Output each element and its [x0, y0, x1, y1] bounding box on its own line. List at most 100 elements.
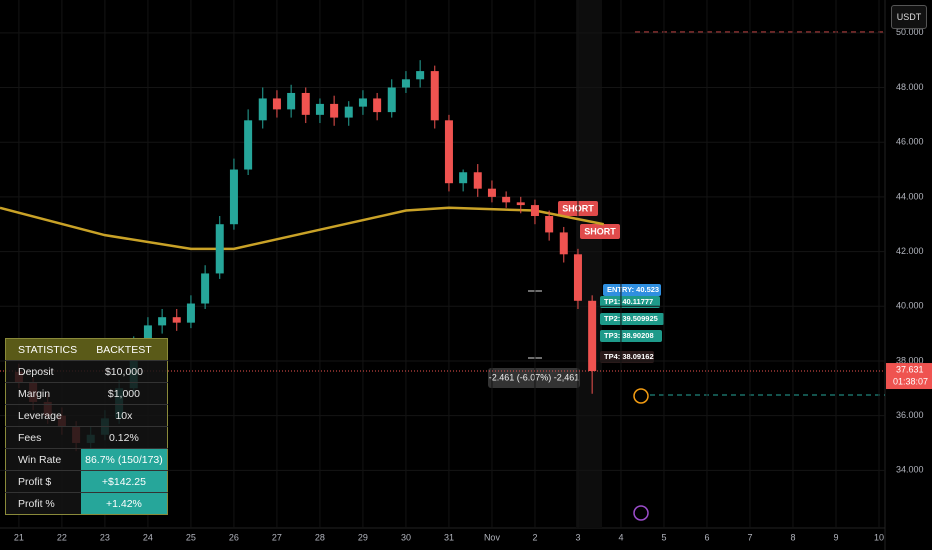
stats-value: +$142.25 — [81, 470, 168, 493]
signal-circle — [633, 388, 649, 404]
stats-key: Deposit — [5, 360, 82, 383]
candle-body — [301, 92, 310, 115]
tp-tag — [600, 313, 664, 325]
last-price-tag — [886, 363, 932, 390]
candle-body — [516, 202, 525, 206]
y-tick-label: 50.000 — [896, 27, 924, 37]
x-tick-label: 24 — [143, 532, 153, 542]
stats-key: Fees — [5, 426, 82, 449]
candle-body — [158, 317, 167, 326]
stats-value: $10,000 — [81, 360, 168, 383]
candle-body — [229, 169, 238, 225]
x-tick-label: Nov — [484, 532, 501, 542]
x-tick-label: 8 — [790, 532, 795, 542]
x-tick-label: 5 — [661, 532, 666, 542]
entry-label: ENTRY: 40.523 — [607, 285, 659, 294]
stats-table: STATISTICS BACKTEST Deposit $10,000 Margin… — [5, 338, 168, 515]
x-tick-label: 31 — [444, 532, 454, 542]
candle-body — [430, 71, 439, 121]
candle-body — [287, 92, 296, 110]
candle-body — [401, 79, 410, 88]
entry-tag — [603, 284, 661, 296]
candle-body — [487, 188, 496, 197]
stats-key: Win Rate — [5, 448, 82, 471]
candle-body — [315, 103, 324, 115]
tp-label: TP2: 39.509925 — [604, 314, 658, 323]
y-tick-label: 34.000 — [896, 465, 924, 475]
x-tick-label: 28 — [315, 532, 325, 542]
y-tick-label: 44.000 — [896, 191, 924, 201]
short-tag — [580, 224, 620, 239]
candle-body — [172, 317, 181, 323]
event-icon — [633, 505, 649, 521]
x-tick-label: 7 — [747, 532, 752, 542]
x-tick-label: 30 — [401, 532, 411, 542]
x-tick-label: 3 — [575, 532, 580, 542]
measure-label-bg — [488, 368, 580, 388]
last-price: 37.631 — [896, 364, 924, 374]
measure-label: -2.461 (-6.07%) -2,461 — [489, 372, 580, 382]
candle-body — [143, 325, 152, 345]
stats-value: $1,000 — [81, 382, 168, 405]
candle-body — [244, 120, 253, 170]
y-tick-label: 46.000 — [896, 137, 924, 147]
countdown: 01:38:07 — [893, 376, 928, 386]
moving-average — [0, 206, 605, 251]
tp-tag — [600, 351, 654, 363]
y-tick-label: 48.000 — [896, 82, 924, 92]
candle-body — [444, 120, 453, 184]
stats-key: Profit $ — [5, 470, 82, 493]
candle-body — [545, 216, 554, 233]
stats-header: STATISTICS — [5, 338, 82, 361]
x-tick-label: 9 — [833, 532, 838, 542]
stats-value: 86.7% (150/173) — [81, 448, 168, 471]
candle-body — [358, 98, 367, 107]
x-tick-label: 2 — [532, 532, 537, 542]
stats-key: Leverage — [5, 404, 82, 427]
x-tick-label: 29 — [358, 532, 368, 542]
x-tick-label: 23 — [100, 532, 110, 542]
short-label: SHORT — [584, 226, 616, 236]
candle-body — [330, 103, 339, 118]
candle-body — [186, 303, 195, 323]
x-tick-label: 25 — [186, 532, 196, 542]
y-tick-label: 40.000 — [896, 301, 924, 311]
tp-tag — [600, 296, 660, 308]
stats-value: +1.42% — [81, 492, 168, 515]
stats-header: BACKTEST — [81, 338, 168, 361]
tp-label: TP4: 38.09162 — [604, 352, 654, 361]
candle-body — [201, 273, 210, 304]
x-tick-label: 22 — [57, 532, 67, 542]
stats-key: Margin — [5, 382, 82, 405]
tp-label: TP3: 38.90208 — [604, 331, 654, 340]
y-tick-label: 38.000 — [896, 355, 924, 365]
candle-body — [258, 98, 267, 121]
x-tick-label: 10 — [874, 532, 884, 542]
candle-body — [215, 224, 224, 274]
stats-key: Profit % — [5, 492, 82, 515]
stats-value: 0.12% — [81, 426, 168, 449]
candle-body — [530, 205, 539, 217]
x-tick-label: 4 — [618, 532, 623, 542]
candle-body — [588, 300, 597, 372]
candle-body — [373, 98, 382, 113]
x-tick-label: 21 — [14, 532, 24, 542]
candle-body — [459, 172, 468, 184]
currency-button[interactable]: USDT — [891, 5, 927, 29]
candle-body — [387, 87, 396, 113]
y-tick-label: 36.000 — [896, 410, 924, 420]
candle-body — [344, 106, 353, 118]
candle-body — [573, 254, 582, 301]
stats-value: 10x — [81, 404, 168, 427]
x-tick-label: 27 — [272, 532, 282, 542]
x-tick-label: 26 — [229, 532, 239, 542]
candle-body — [272, 98, 281, 110]
tp-label: TP1: 40.11777 — [604, 297, 653, 306]
x-tick-label: 6 — [704, 532, 709, 542]
tp-tag — [600, 330, 662, 342]
y-tick-label: 42.000 — [896, 246, 924, 256]
candle-body — [502, 196, 511, 203]
candle-body — [473, 172, 482, 189]
candle-body — [559, 232, 568, 255]
